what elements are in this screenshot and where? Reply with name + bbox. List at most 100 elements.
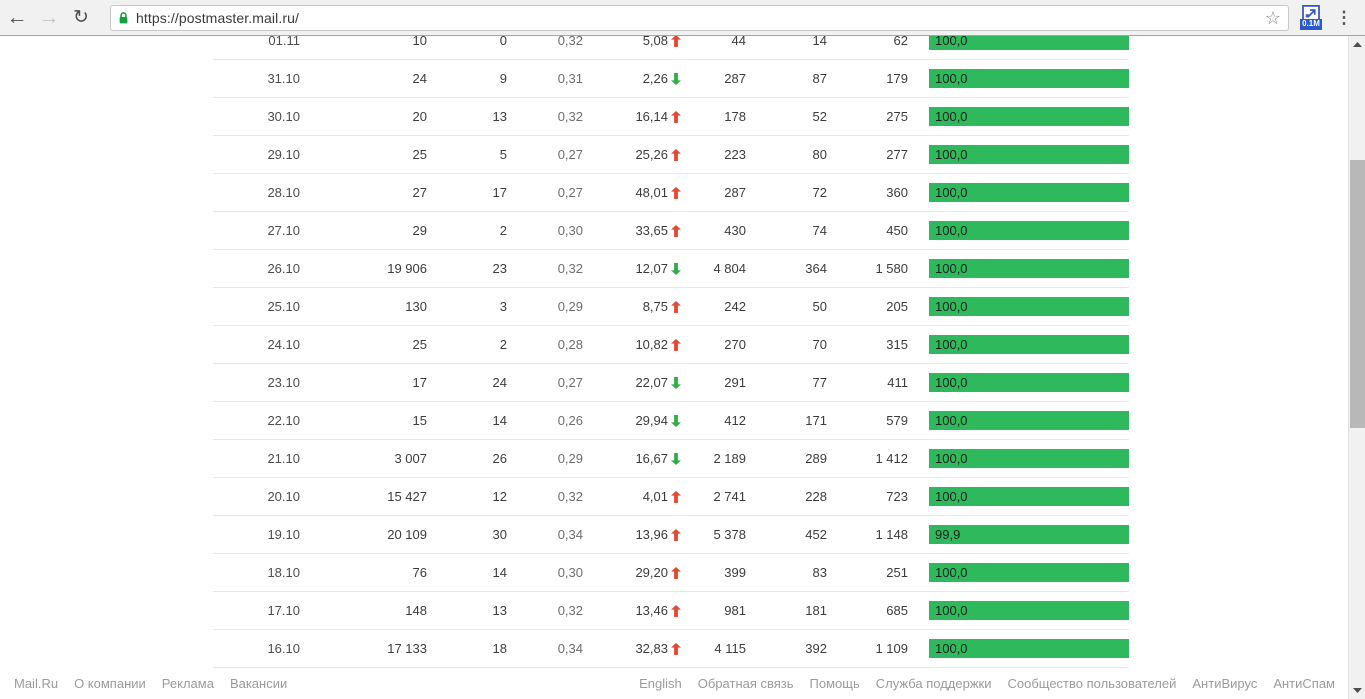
trend-arrow-icon — [671, 452, 681, 465]
bookmark-star-icon[interactable]: ☆ — [1264, 7, 1281, 28]
value-cell: 50 — [812, 299, 827, 314]
value-cell: 270 — [724, 337, 746, 352]
url-text[interactable]: https://postmaster.mail.ru/ — [136, 9, 299, 26]
value-cell: 87 — [812, 71, 827, 86]
value-cell: 83 — [812, 565, 827, 580]
percent-bar-cell: 100,0 — [929, 487, 1129, 506]
percent-bar: 100,0 — [929, 221, 1129, 240]
table-row: 21.10 3 007 26 0,29 16,67 2 189 289 1 41… — [213, 440, 1129, 478]
value-cell: 251 — [886, 565, 908, 580]
forward-button[interactable]: → — [38, 5, 60, 29]
footer-links-left: Mail.Ru О компании Реклама Вакансии — [14, 676, 287, 691]
percent-bar-cell: 100,0 — [929, 411, 1129, 430]
ratio-cell: 0,32 — [557, 109, 583, 124]
ratio-cell: 0,30 — [557, 565, 583, 580]
value-cell: 275 — [886, 109, 908, 124]
percent-bar: 100,0 — [929, 487, 1129, 506]
delta-value: 8,75 — [642, 299, 668, 314]
delta-value: 13,96 — [635, 527, 668, 542]
percent-bar-cell: 100,0 — [929, 601, 1129, 620]
delta-value: 13,46 — [635, 603, 668, 618]
value-cell: 171 — [805, 413, 827, 428]
scroll-down-button[interactable] — [1349, 682, 1365, 699]
value-cell: 411 — [887, 375, 908, 390]
date-cell: 29.10 — [267, 147, 300, 162]
value-cell: 15 427 — [387, 489, 427, 504]
reload-button[interactable]: ↻ — [73, 7, 89, 28]
percent-bar-cell: 100,0 — [929, 183, 1129, 202]
footer-link[interactable]: English — [639, 676, 682, 691]
delta-cell: 13,96 — [583, 527, 681, 542]
table-row: 18.10 76 14 0,30 29,20 399 83 251 100,0 — [213, 554, 1129, 592]
delta-cell: 5,08 — [583, 36, 681, 48]
value-cell: 360 — [886, 185, 908, 200]
scrollbar-thumb[interactable] — [1350, 160, 1365, 428]
footer-link[interactable]: АнтиСпам — [1273, 676, 1335, 691]
footer-link[interactable]: АнтиВирус — [1192, 676, 1258, 691]
table-row: 31.10 24 9 0,31 2,26 287 87 179 100,0 — [213, 60, 1129, 98]
value-cell: 14 — [812, 36, 827, 48]
percent-bar-cell: 99,9 — [929, 525, 1129, 544]
trend-arrow-icon — [671, 300, 681, 313]
value-cell: 179 — [886, 71, 908, 86]
table-row: 17.10 148 13 0,32 13,46 981 181 685 100,… — [213, 592, 1129, 630]
table-row: 19.10 20 109 30 0,34 13,96 5 378 452 1 1… — [213, 516, 1129, 554]
value-cell: 4 804 — [713, 261, 746, 276]
footer-link[interactable]: О компании — [74, 676, 146, 691]
back-button[interactable]: ← — [6, 5, 28, 29]
value-cell: 178 — [724, 109, 746, 124]
footer-link[interactable]: Сообщество пользователей — [1007, 676, 1177, 691]
page-content: 01.11 10 0 0,32 5,08 44 14 62 100,0 — [0, 36, 1348, 699]
delta-value: 22,07 — [635, 375, 668, 390]
trend-arrow-icon — [671, 338, 681, 351]
footer-link[interactable]: Реклама — [161, 676, 214, 691]
percent-bar: 100,0 — [929, 297, 1129, 316]
table-row: 25.10 130 3 0,29 8,75 242 50 205 100,0 — [213, 288, 1129, 326]
value-cell: 20 109 — [387, 527, 427, 542]
value-cell: 205 — [886, 299, 908, 314]
percent-bar-cell: 100,0 — [929, 373, 1129, 392]
footer-link[interactable]: Вакансии — [229, 676, 288, 691]
percent-bar: 100,0 — [929, 259, 1129, 278]
browser-menu-icon[interactable]: ⋮ — [1335, 7, 1353, 27]
percent-bar: 100,0 — [929, 601, 1129, 620]
value-cell: 25 — [412, 147, 427, 162]
percent-bar-cell: 100,0 — [929, 69, 1129, 88]
footer-link[interactable]: Mail.Ru — [14, 676, 59, 691]
delta-value: 10,82 — [635, 337, 668, 352]
percent-bar-cell: 100,0 — [929, 639, 1129, 658]
footer-link[interactable]: Помощь — [809, 676, 860, 691]
table-row: 26.10 19 906 23 0,32 12,07 4 804 364 1 5… — [213, 250, 1129, 288]
value-cell: 76 — [412, 565, 427, 580]
footer-link[interactable]: Служба поддержки — [875, 676, 992, 691]
delta-value: 4,01 — [642, 489, 668, 504]
address-bar[interactable]: https://postmaster.mail.ru/ ☆ — [110, 4, 1289, 31]
percent-bar: 100,0 — [929, 107, 1129, 126]
ratio-cell: 0,32 — [557, 489, 583, 504]
ratio-cell: 0,29 — [557, 451, 583, 466]
value-cell: 13 — [492, 109, 507, 124]
value-cell: 3 — [499, 299, 507, 314]
delta-cell: 32,83 — [583, 641, 681, 656]
value-cell: 80 — [812, 147, 827, 162]
ratio-cell: 0,32 — [557, 261, 583, 276]
footer-link[interactable]: Обратная связь — [697, 676, 794, 691]
vertical-scrollbar[interactable] — [1348, 36, 1365, 699]
delta-value: 12,07 — [635, 261, 668, 276]
delta-cell: 8,75 — [583, 299, 681, 314]
value-cell: 579 — [886, 413, 908, 428]
delta-cell: 22,07 — [583, 375, 681, 390]
value-cell: 148 — [405, 603, 427, 618]
value-cell: 223 — [724, 147, 746, 162]
scroll-up-button[interactable] — [1349, 36, 1365, 53]
value-cell: 52 — [812, 109, 827, 124]
delta-cell: 25,26 — [583, 147, 681, 162]
value-cell: 452 — [805, 527, 827, 542]
date-cell: 24.10 — [267, 337, 300, 352]
extension-icon[interactable]: 0.1M — [1299, 5, 1323, 30]
delta-value: 32,83 — [635, 641, 668, 656]
percent-bar-cell: 100,0 — [929, 221, 1129, 240]
footer-links-right: English Обратная связь Помощь Служба поддер… — [639, 676, 1335, 691]
trend-arrow-icon — [671, 224, 681, 237]
value-cell: 5 — [499, 147, 507, 162]
